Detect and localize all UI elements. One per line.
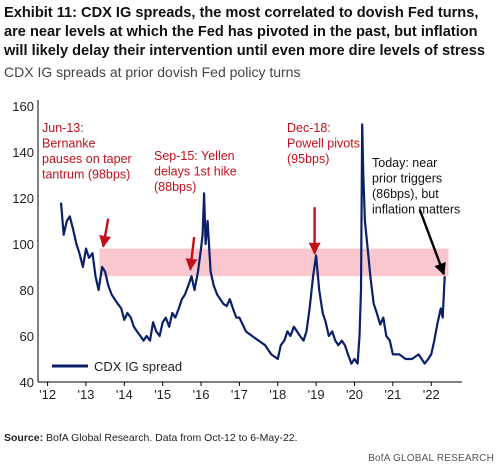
annotation-line: prior triggers — [372, 172, 442, 186]
source-text: BofA Global Research. Data from Oct-12 t… — [46, 432, 298, 444]
annotation-line: Sep-15: Yellen — [154, 149, 235, 163]
x-tick-label: '18 — [269, 387, 286, 402]
source-note: Source: BofA Global Research. Data from … — [4, 432, 298, 444]
annotation-line: delays 1st hike — [154, 165, 237, 179]
source-label: Source: — [4, 432, 44, 444]
x-tick-label: '15 — [154, 387, 171, 402]
annotation-jun13: Jun-13: Bernanke pauses on taper tantrum (9… — [42, 121, 132, 182]
y-tick-label: 140 — [12, 145, 34, 160]
y-tick-label: 100 — [12, 237, 34, 252]
legend-label: CDX IG spread — [94, 359, 182, 374]
annotation-arrow-sep15 — [185, 236, 198, 271]
cdx-ig-spread-line — [59, 123, 446, 365]
annotation-line: (88bps) — [154, 180, 196, 194]
cdx-ig-chart: 40 60 80 100 120 140 160 '12 '13 '14 '15 '16 '17 '18 '… — [12, 99, 462, 402]
annotation-line: inflation matters — [372, 203, 460, 217]
x-tick-label: '13 — [77, 387, 94, 402]
annotation-today: Today: near prior triggers (86bps), but inf… — [372, 156, 460, 217]
annotation-line: pauses on taper — [42, 152, 132, 166]
annotation-line: Bernanke — [42, 137, 96, 151]
x-tick-label: '17 — [231, 387, 248, 402]
annotation-line: tantrum (98bps) — [42, 168, 130, 182]
annotation-arrow-jun13 — [99, 218, 112, 248]
x-tick-label: '12 — [39, 387, 56, 402]
y-tick-label: 80 — [20, 283, 34, 298]
annotation-line: (86bps), but — [372, 187, 439, 201]
y-tick-label: 60 — [20, 329, 34, 344]
x-tick-label: '21 — [384, 387, 401, 402]
annotation-sep15: Sep-15: Yellen delays 1st hike (88bps) — [154, 149, 237, 194]
annotation-line: Today: near — [372, 156, 437, 170]
chart-title: Exhibit 11: CDX IG spreads, the most cor… — [4, 5, 485, 59]
y-tick-label: 120 — [12, 191, 34, 206]
annotation-dec18: Dec-18: Powell pivots (95bps) — [287, 121, 360, 166]
x-tick-label: '20 — [346, 387, 363, 402]
chart-subtitle: CDX IG spreads at prior dovish Fed polic… — [4, 64, 301, 80]
y-tick-label: 40 — [20, 375, 34, 390]
annotation-arrow-today — [418, 209, 446, 276]
annotation-line: Powell pivots — [287, 137, 360, 151]
annotation-line: Jun-13: — [42, 121, 84, 135]
pivot-range-band — [99, 248, 449, 277]
x-tick-label: '19 — [308, 387, 325, 402]
annotation-line: Dec-18: — [287, 121, 331, 135]
y-tick-label: 160 — [12, 99, 34, 114]
x-tick-label: '14 — [116, 387, 133, 402]
x-tick-label: '22 — [423, 387, 440, 402]
brand-label: BofA GLOBAL RESEARCH — [368, 453, 494, 464]
x-tick-label: '16 — [193, 387, 210, 402]
annotation-line: (95bps) — [287, 152, 329, 166]
